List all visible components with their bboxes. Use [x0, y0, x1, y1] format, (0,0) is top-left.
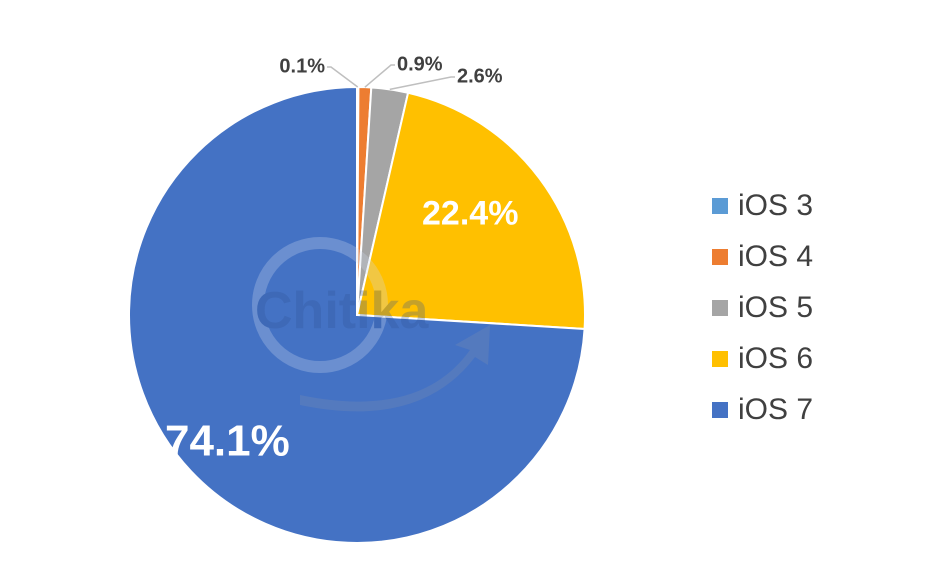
legend-item-ios-4: iOS 4	[712, 231, 813, 282]
data-label-ios-4: 0.9%	[397, 53, 443, 75]
legend-label: iOS 7	[738, 392, 814, 426]
leader-line-ios-4	[364, 64, 395, 88]
pie-slice-ios-7	[128, 85, 586, 544]
data-labels: 0.1% 0.9% 2.6% 22.4% 74.1%	[165, 53, 518, 465]
pie-slice-ios-6	[355, 91, 586, 331]
legend-item-ios-7: iOS 7	[712, 384, 813, 435]
legend-swatch	[712, 197, 728, 214]
legend-swatch	[712, 350, 728, 367]
legend-item-ios-3: iOS 3	[712, 180, 813, 231]
legend-label: iOS 6	[738, 341, 814, 375]
watermark-text: Chitika	[255, 282, 429, 340]
data-label-ios-5: 2.6%	[457, 65, 503, 87]
legend-item-ios-6: iOS 6	[712, 333, 813, 384]
legend-label: iOS 4	[738, 239, 814, 273]
legend: iOS 3 iOS 4 iOS 5 iOS 6 iOS 7	[712, 180, 813, 435]
data-label-ios-7: 74.1%	[165, 416, 290, 465]
legend-item-ios-5: iOS 5	[712, 282, 813, 333]
pie-slices	[128, 85, 586, 544]
leader-line-ios-3	[327, 66, 359, 88]
legend-swatch	[712, 299, 728, 316]
watermark-logo: Chitika	[252, 237, 490, 412]
legend-swatch	[712, 248, 728, 265]
watermark-globe-icon	[252, 237, 388, 373]
data-label-ios-3: 0.1%	[279, 55, 325, 77]
watermark-arrow-icon	[300, 325, 490, 412]
legend-swatch	[712, 401, 728, 418]
data-label-ios-6: 22.4%	[422, 194, 518, 232]
leader-line-ios-5	[389, 76, 455, 91]
legend-label: iOS 5	[738, 290, 814, 324]
legend-label: iOS 3	[738, 188, 814, 222]
leader-lines	[327, 64, 455, 91]
